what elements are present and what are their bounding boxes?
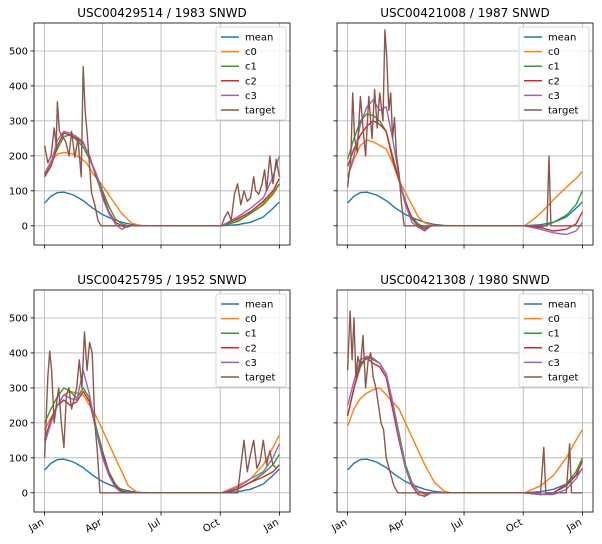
legend-label-c3: c3 [548, 91, 560, 102]
series-line-mean [44, 191, 280, 227]
y-tick-label: 0 [22, 488, 28, 499]
chart-title: USC00429514 / 1983 SNWD [77, 6, 247, 20]
series-line-c2 [43, 390, 280, 494]
plot-frame [33, 22, 291, 246]
series-line-target [346, 29, 583, 227]
chart-panel-2: USC00421008 / 1987 SNWD mean c0 c1 c2 c3 targe… [333, 6, 594, 249]
y-tick-label: 100 [9, 186, 28, 197]
legend-label-c3: c3 [245, 91, 257, 102]
legend-label-c3: c3 [548, 358, 560, 369]
y-tick-label: 200 [9, 418, 28, 429]
series-line-c0 [346, 387, 583, 494]
y-tick-label: 0 [22, 221, 28, 232]
plot-frame [336, 289, 594, 513]
chart-panel-1: 0 100 200 300 400 500 USC00429514 / 1983 SNWD m… [9, 6, 291, 249]
legend-box [518, 26, 590, 121]
legend: mean c0 c1 c2 c3 target [518, 293, 590, 388]
y-tick-label: 500 [9, 46, 28, 57]
plot-frame [336, 22, 594, 246]
legend-label-c1: c1 [548, 329, 560, 340]
legend-label-mean: mean [548, 33, 576, 44]
y-tick-label: 200 [9, 151, 28, 162]
y-tick-label: 100 [9, 453, 28, 464]
legend-label-c1: c1 [245, 329, 257, 340]
chart-title: USC00425795 / 1952 SNWD [77, 273, 247, 287]
series-line-target [43, 66, 281, 227]
legend-label-c1: c1 [245, 62, 257, 73]
series-line-c1 [43, 134, 280, 227]
y-tick-label: 400 [9, 348, 28, 359]
legend-label-c2: c2 [548, 343, 560, 354]
series-line-target [43, 331, 280, 494]
legend-label-mean: mean [548, 300, 576, 311]
legend-label-mean: mean [245, 300, 273, 311]
y-tick-label: 500 [9, 313, 28, 324]
series-line-c3 [44, 130, 281, 230]
chart-title: USC00421308 / 1980 SNWD [380, 273, 550, 287]
x-tick-label: Apr [83, 517, 104, 536]
x-tick-label: Jan [26, 517, 46, 535]
x-tick-label: Jan [564, 517, 584, 535]
chart-panel-3: Jan Apr Jul Oct Jan 0 100 200 300 400 500 USC004257… [9, 273, 291, 536]
plot-frame [33, 289, 291, 513]
x-tick-label: Apr [386, 517, 407, 536]
series-line-mean [44, 458, 280, 494]
chart-title: USC00421008 / 1987 SNWD [380, 6, 550, 20]
series-line-c3 [43, 369, 281, 494]
legend-label-c1: c1 [548, 62, 560, 73]
legend-label-c2: c2 [548, 76, 560, 87]
legend-label-target: target [548, 106, 578, 117]
y-tick-label: 400 [9, 81, 28, 92]
series-line-target [346, 310, 583, 494]
legend-label-c2: c2 [245, 343, 257, 354]
legend-box [215, 26, 287, 121]
chart-panel-4: Jan Apr Jul Oct Jan USC00421308 / 1980 SNWD me… [329, 273, 594, 536]
series-line-mean [347, 458, 583, 494]
x-tick-label: Jul [146, 517, 163, 533]
legend: mean c0 c1 c2 c3 target [215, 26, 287, 121]
series-line-c2 [44, 132, 281, 229]
x-tick-label: Oct [504, 517, 525, 535]
legend-label-mean: mean [245, 33, 273, 44]
legend-label-c0: c0 [245, 47, 257, 58]
y-tick-label: 300 [9, 383, 28, 394]
x-tick-label: Jan [329, 517, 349, 535]
legend-label-target: target [548, 373, 578, 384]
series-line-c3 [346, 355, 583, 496]
legend: mean c0 c1 c2 c3 target [215, 293, 287, 388]
legend-box [518, 293, 590, 388]
x-tick-label: Jan [261, 517, 281, 535]
series-line-c2 [346, 120, 584, 232]
x-tick-label: Jul [449, 517, 466, 533]
legend-box [215, 293, 287, 388]
legend-label-target: target [245, 106, 275, 117]
legend-label-c0: c0 [245, 314, 257, 325]
legend-label-c3: c3 [245, 358, 257, 369]
legend-label-c0: c0 [548, 47, 560, 58]
legend-label-c0: c0 [548, 314, 560, 325]
legend: mean c0 c1 c2 c3 target [518, 26, 590, 121]
y-tick-label: 300 [9, 116, 28, 127]
x-tick-label: Oct [201, 517, 222, 535]
legend-label-c2: c2 [245, 76, 257, 87]
legend-label-target: target [245, 373, 275, 384]
